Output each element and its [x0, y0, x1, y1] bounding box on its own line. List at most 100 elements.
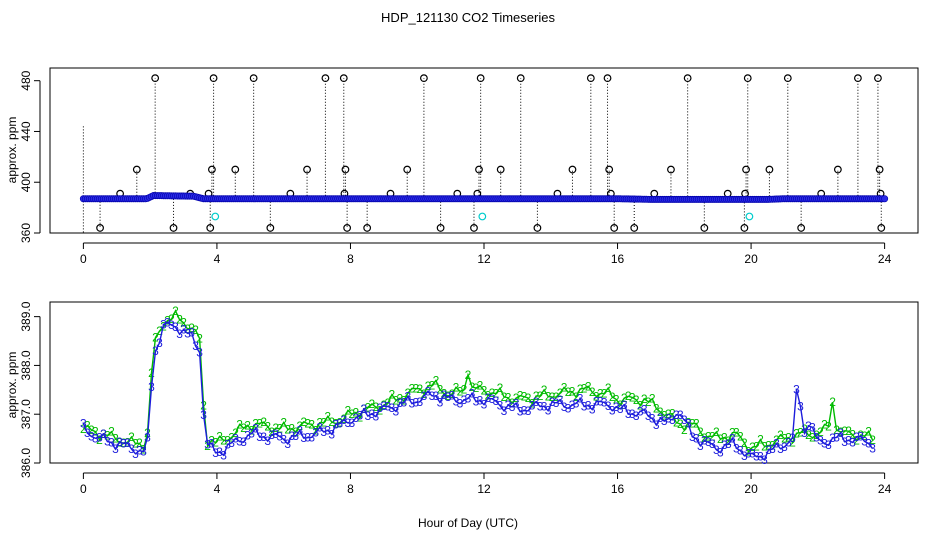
series-2-marker: 2: [132, 437, 139, 451]
top-y-tick-label: 400: [19, 172, 33, 192]
top-drop-point: [470, 224, 478, 232]
series-2-marker: 2: [204, 439, 211, 453]
series-2-marker: 2: [441, 386, 448, 400]
series-3-marker: 3: [360, 402, 367, 416]
series-3-marker: 3: [573, 396, 580, 410]
series-2-marker: 2: [152, 331, 159, 345]
series-2-marker: 2: [296, 419, 303, 433]
series-3-marker: 3: [413, 395, 420, 409]
series-2-marker: 2: [176, 312, 183, 326]
series-2-marker: 2: [569, 385, 576, 399]
series-2-marker: 2: [857, 428, 864, 442]
series-3-line: [82, 321, 874, 462]
series-2-marker: 2: [212, 436, 219, 450]
top-mid-spike-point: [765, 165, 774, 174]
top-mid-spike-point: [403, 165, 412, 174]
series-2-marker: 2: [821, 417, 828, 431]
series-3-marker: 3: [164, 316, 171, 330]
series-2-marker: 2: [288, 422, 295, 436]
bottom-x-tick-label: 16: [611, 482, 625, 496]
series-3-marker: 3: [785, 436, 792, 450]
series-3-marker: 3: [569, 398, 576, 412]
series-2-marker: 2: [757, 433, 764, 447]
series-2-marker: 2: [529, 396, 536, 410]
series-2-marker: 2: [336, 416, 343, 430]
top-drop-point: [343, 224, 352, 232]
series-3-marker: 3: [837, 426, 844, 440]
series-3-marker: 3: [216, 445, 223, 459]
series-2-marker: 2: [781, 431, 788, 445]
series-3-marker: 3: [841, 435, 848, 449]
series-3-marker: 3: [228, 436, 235, 450]
series-2-marker: 2: [577, 382, 584, 396]
series-3-marker: 3: [693, 432, 700, 446]
bottom-x-tick-label: 4: [214, 482, 221, 496]
series-2-marker: 2: [112, 432, 119, 446]
top-mid-spike-point: [742, 165, 750, 174]
series-3-marker: 3: [473, 395, 480, 409]
series-2-marker: 2: [513, 391, 520, 405]
bottom-x-tick-label: 24: [878, 482, 892, 496]
series-3-marker: 3: [669, 413, 676, 427]
series-3-marker: 3: [124, 436, 131, 450]
series-2-marker: 2: [368, 397, 375, 411]
series-2-marker: 2: [128, 430, 135, 444]
series-3-marker: 3: [457, 397, 464, 411]
top-mid-spike-point: [475, 165, 483, 174]
series-3-marker: 3: [781, 440, 788, 454]
series-2-line: [82, 309, 874, 453]
series-2-marker: 2: [429, 378, 436, 392]
series-2-marker: 2: [381, 398, 388, 412]
series-3-marker: 3: [152, 344, 159, 358]
series-3-marker: 3: [393, 404, 400, 418]
series-3-marker: 3: [128, 442, 135, 456]
series-3-marker: 3: [132, 447, 139, 461]
series-2-marker: 2: [405, 386, 412, 400]
series-2-marker: 2: [813, 428, 820, 442]
series-3-marker: 3: [857, 430, 864, 444]
series-2-marker: 2: [84, 419, 91, 433]
series-3-marker: 3: [765, 443, 772, 457]
series-2-marker: 2: [453, 380, 460, 394]
series-3-marker: 3: [681, 413, 688, 427]
series-2-marker: 2: [753, 440, 760, 454]
series-2-marker: 2: [320, 415, 327, 429]
top-x-tick-label: 20: [744, 252, 758, 266]
series-3-marker: 3: [753, 450, 760, 464]
series-2-marker: 2: [665, 407, 672, 421]
series-3-marker: 3: [853, 430, 860, 444]
series-3-marker: 3: [172, 320, 179, 334]
series-3-marker: 3: [709, 437, 716, 451]
series-3-marker: 3: [597, 395, 604, 409]
series-3-marker: 3: [685, 416, 692, 430]
top-spike-point: [321, 74, 330, 83]
series-3-marker: 3: [825, 438, 832, 452]
series-2-marker: 2: [409, 381, 416, 395]
series-3-marker: 3: [264, 434, 271, 448]
series-3-marker: 3: [657, 411, 664, 425]
series-2-marker: 2: [216, 429, 223, 443]
series-3-marker: 3: [148, 380, 155, 394]
series-2-marker: 2: [693, 416, 700, 430]
series-3-marker: 3: [100, 427, 107, 441]
series-3-marker: 3: [184, 326, 191, 340]
top-spike-point: [683, 74, 692, 83]
series-3-marker: 3: [745, 446, 752, 460]
top-spike-point: [854, 74, 862, 83]
series-2-marker: 2: [344, 404, 351, 418]
series-3-marker: 3: [613, 400, 620, 414]
bottom-plot-frame: [49, 301, 919, 464]
series-3-marker: 3: [861, 434, 868, 448]
series-2-marker: 2: [701, 431, 708, 445]
series-3-marker: 3: [529, 398, 536, 412]
top-spike-point: [743, 74, 752, 83]
series-3-marker: 3: [721, 438, 728, 452]
top-x-tick-label: 0: [80, 252, 87, 266]
series-3-marker: 3: [260, 430, 267, 444]
series-3-marker: 3: [585, 399, 592, 413]
series-2-marker: 2: [304, 417, 311, 431]
series-3-marker: 3: [521, 404, 528, 418]
series-2-marker: 2: [445, 389, 452, 403]
top-drop-point: [169, 224, 178, 232]
